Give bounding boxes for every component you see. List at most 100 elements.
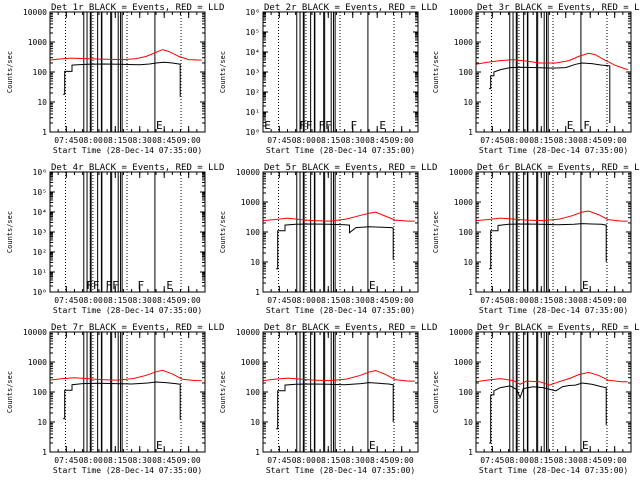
- y-tick-label: 1000: [454, 358, 473, 367]
- y-tick-label: 100: [33, 388, 48, 397]
- flag-label: E: [156, 439, 163, 452]
- x-tick-label: 08:30: [128, 136, 152, 145]
- x-tick-label: 08:00: [79, 296, 103, 305]
- y-tick-label: 10²: [246, 88, 260, 97]
- panel-title: Det 3r BLACK = Events, RED = LLD: [477, 3, 640, 13]
- x-axis-label: Start Time (28-Dec-14 07:35:00): [479, 146, 628, 155]
- x-tick-label: 08:45: [365, 296, 389, 305]
- y-tick-label: 1000: [28, 358, 47, 367]
- x-tick-label: 08:00: [79, 456, 103, 465]
- y-tick-label: 1: [468, 128, 473, 137]
- y-axis-label: Counts/sec: [219, 211, 227, 253]
- x-tick-label: 07:45: [267, 456, 291, 465]
- x-tick-label: 07:45: [480, 296, 504, 305]
- x-tick-label: 08:15: [103, 136, 127, 145]
- panel-7: Det 7r BLACK = Events, RED = LLD E 1 10 100 1…: [6, 323, 224, 475]
- x-tick-label: 08:00: [79, 136, 103, 145]
- y-axis-label: Counts/sec: [6, 211, 14, 253]
- x-tick-label: 08:15: [529, 456, 553, 465]
- lld-series-line: [49, 49, 202, 61]
- y-tick-label: 10: [463, 258, 473, 267]
- lld-series-line: [262, 211, 415, 222]
- y-tick-label: 100: [33, 68, 48, 77]
- flag-label: E: [166, 279, 173, 292]
- flag-label: E: [369, 439, 376, 452]
- y-axis-label: Counts/sec: [6, 51, 14, 93]
- x-tick-label: 08:45: [578, 136, 602, 145]
- x-tick-label: 08:30: [554, 136, 578, 145]
- panel-title: Det 9r BLACK = Events, RED = LLD: [477, 323, 640, 333]
- x-tick-label: 08:30: [128, 456, 152, 465]
- y-tick-label: 10⁴: [246, 48, 260, 57]
- y-tick-label: 10: [37, 98, 47, 107]
- panel-9: Det 9r BLACK = Events, RED = LLD E 1 10 100 1…: [432, 323, 640, 475]
- y-tick-label: 10: [250, 258, 260, 267]
- x-tick-label: 08:15: [529, 296, 553, 305]
- y-tick-label: 1: [42, 448, 47, 457]
- x-axis-label: Start Time (28-Dec-14 07:35:00): [53, 306, 202, 315]
- x-tick-label: 08:15: [529, 136, 553, 145]
- panel-5: Det 5r BLACK = Events, RED = LLD E 1 10 100 1…: [219, 163, 437, 315]
- events-series-line: [489, 382, 607, 444]
- flag-label: F: [350, 119, 357, 132]
- x-tick-label: 08:15: [103, 296, 127, 305]
- x-tick-label: 07:45: [480, 456, 504, 465]
- x-tick-label: 07:45: [54, 136, 78, 145]
- y-tick-label: 10³: [33, 228, 47, 237]
- x-tick-label: 09:00: [603, 456, 627, 465]
- x-axis-label: Start Time (28-Dec-14 07:35:00): [53, 466, 202, 475]
- y-tick-label: 1000: [28, 38, 47, 47]
- panel-title: Det 7r BLACK = Events, RED = LLD: [51, 323, 224, 333]
- y-axis-label: Counts/sec: [432, 51, 440, 93]
- events-series-line: [489, 223, 607, 270]
- flag-label: F: [583, 119, 590, 132]
- lld-series-line: [475, 52, 628, 71]
- x-tick-label: 08:45: [578, 296, 602, 305]
- x-tick-label: 08:00: [292, 456, 316, 465]
- y-tick-label: 10000: [449, 8, 473, 17]
- x-tick-label: 08:45: [152, 456, 176, 465]
- flag-label: F: [137, 279, 144, 292]
- panel-1: Det 1r BLACK = Events, RED = LLD E 1 10 100 1…: [6, 3, 224, 155]
- y-tick-label: 10²: [33, 248, 47, 257]
- y-tick-label: 10000: [236, 328, 260, 337]
- y-tick-label: 10⁵: [246, 28, 260, 37]
- panel-3: Det 3r BLACK = Events, RED = LLD E F 1 10 100…: [432, 3, 640, 155]
- panel-title: Det 5r BLACK = Events, RED = LLD: [264, 163, 437, 173]
- y-tick-label: 1000: [241, 198, 260, 207]
- flag-label: E: [156, 119, 163, 132]
- x-tick-label: 08:00: [292, 296, 316, 305]
- x-axis-label: Start Time (28-Dec-14 07:35:00): [479, 306, 628, 315]
- x-tick-label: 07:45: [480, 136, 504, 145]
- x-tick-label: 09:00: [603, 296, 627, 305]
- flag-label: E: [582, 279, 589, 292]
- x-tick-label: 07:45: [54, 296, 78, 305]
- x-tick-label: 07:45: [267, 136, 291, 145]
- y-tick-label: 1: [468, 448, 473, 457]
- y-tick-label: 10⁵: [33, 188, 47, 197]
- y-tick-label: 100: [246, 388, 261, 397]
- flag-label: E: [369, 279, 376, 292]
- x-tick-label: 08:30: [341, 296, 365, 305]
- panel-title: Det 4r BLACK = Events, RED = LLD: [51, 163, 224, 173]
- x-tick-label: 08:45: [365, 456, 389, 465]
- y-axis-label: Counts/sec: [219, 371, 227, 413]
- x-tick-label: 08:45: [152, 136, 176, 145]
- x-tick-label: 08:15: [316, 136, 340, 145]
- x-tick-label: 08:30: [341, 136, 365, 145]
- x-tick-label: 09:00: [390, 456, 414, 465]
- x-tick-label: 08:45: [152, 296, 176, 305]
- x-tick-label: 08:15: [316, 296, 340, 305]
- x-tick-label: 08:15: [316, 456, 340, 465]
- x-axis-label: Start Time (28-Dec-14 07:35:00): [53, 146, 202, 155]
- y-tick-label: 100: [459, 228, 474, 237]
- x-tick-label: 07:45: [54, 456, 78, 465]
- x-tick-label: 09:00: [603, 136, 627, 145]
- y-tick-label: 1: [42, 128, 47, 137]
- y-tick-label: 10000: [236, 168, 260, 177]
- flag-label: FF: [299, 119, 312, 132]
- y-tick-label: 10000: [449, 328, 473, 337]
